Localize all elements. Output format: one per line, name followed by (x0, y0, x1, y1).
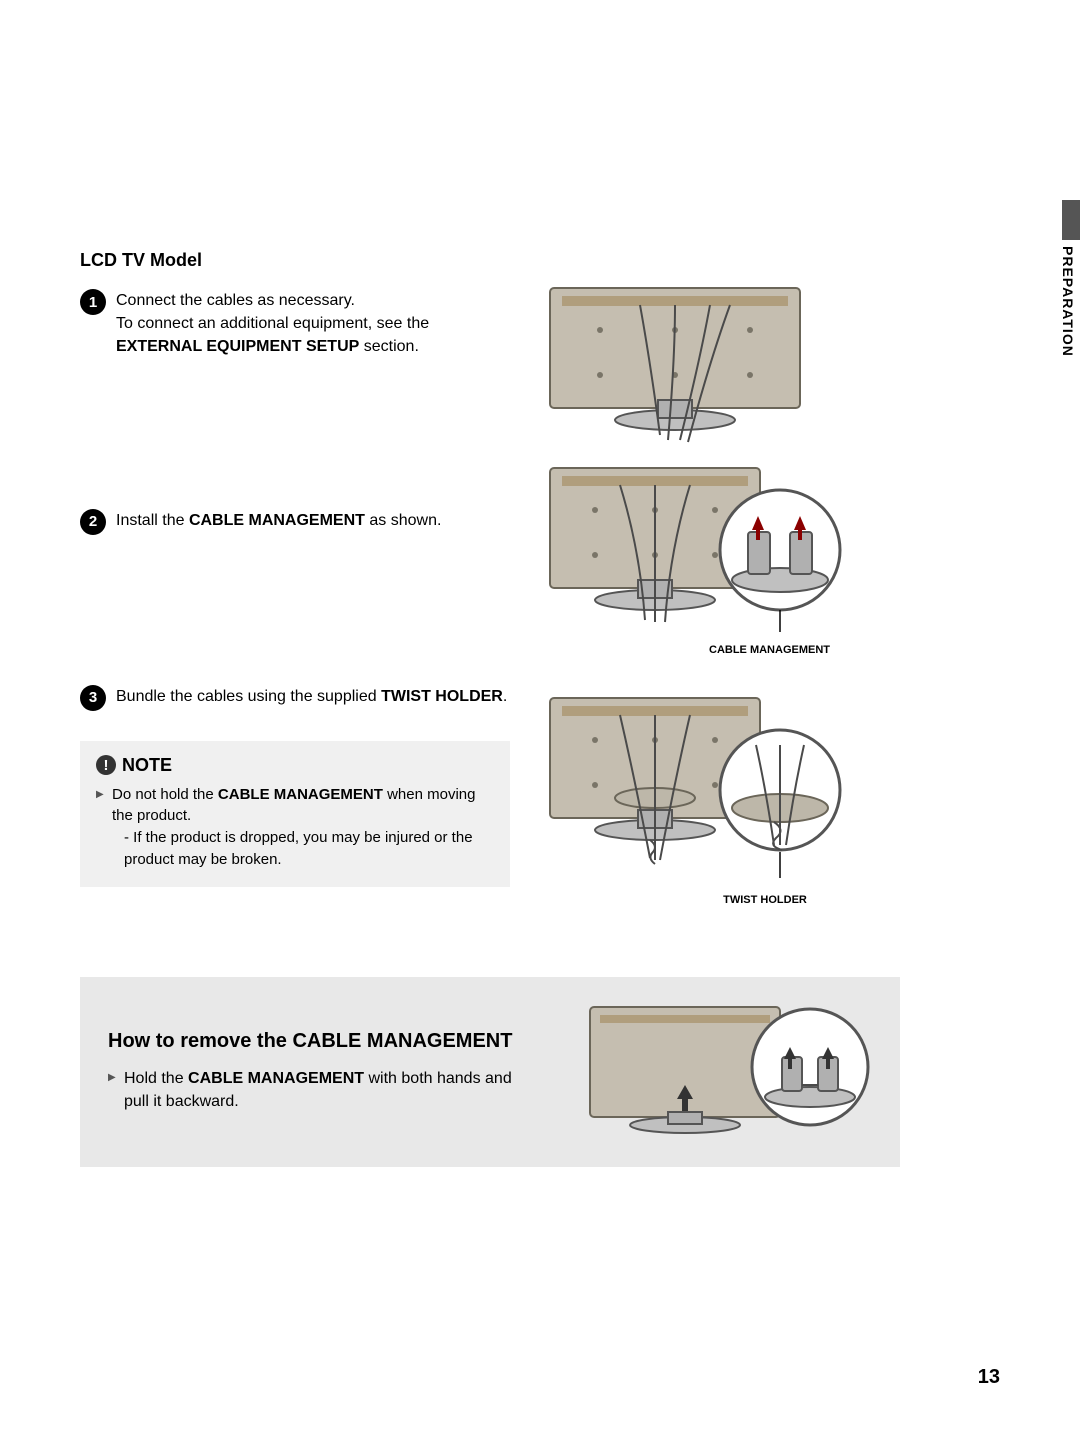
illustration-2: CABLE MANAGEMENT (540, 460, 850, 656)
step-1-line1: Connect the cables as necessary. (116, 292, 355, 309)
step-2-text: Install the CABLE MANAGEMENT as shown. (116, 509, 441, 532)
step-3-c: . (503, 688, 507, 705)
twist-holder-label: TWIST HOLDER (540, 894, 850, 906)
removal-illustration (580, 997, 880, 1147)
step-3-text: Bundle the cables using the supplied TWI… (116, 685, 507, 708)
section-tab: PREPARATION (1052, 200, 1080, 360)
step-1-line2a: To connect an additional equipment, see … (116, 315, 429, 332)
note-header: ! NOTE (96, 755, 494, 776)
step-3-bold: TWIST HOLDER (381, 688, 503, 705)
cable-management-label: CABLE MANAGEMENT (540, 644, 850, 656)
step-number-badge: 1 (80, 289, 106, 315)
step-number-badge: 2 (80, 509, 106, 535)
howto-bold: CABLE MANAGEMENT (188, 1070, 364, 1087)
howto-a: Hold the (124, 1070, 188, 1087)
page-number: 13 (978, 1366, 1000, 1389)
note-title: NOTE (122, 755, 172, 776)
step-1-line2c: section. (359, 338, 419, 355)
step-2-bold: CABLE MANAGEMENT (189, 512, 365, 529)
howto-title: How to remove the CABLE MANAGEMENT (108, 1030, 538, 1053)
step-1-bold: EXTERNAL EQUIPMENT SETUP (116, 338, 359, 355)
howto-box: How to remove the CABLE MANAGEMENT Hold … (80, 977, 900, 1167)
tab-marker (1062, 200, 1080, 240)
alert-icon: ! (96, 755, 116, 775)
step-2-a: Install the (116, 512, 189, 529)
step-number-badge: 3 (80, 685, 106, 711)
step-3: 3 Bundle the cables using the supplied T… (80, 685, 510, 711)
step-1-text: Connect the cables as necessary. To conn… (116, 289, 429, 359)
tv-back-cables-icon (540, 280, 810, 450)
tv-twist-holder-icon (540, 690, 850, 890)
note-a: Do not hold the (112, 786, 218, 803)
note-sub: - If the product is dropped, you may be … (96, 827, 494, 871)
note-bold: CABLE MANAGEMENT (218, 786, 383, 803)
step-2-c: as shown. (365, 512, 441, 529)
step-3-a: Bundle the cables using the supplied (116, 688, 381, 705)
tv-cable-management-icon (540, 460, 850, 640)
illustration-1 (540, 280, 810, 450)
illustration-3: TWIST HOLDER (540, 690, 850, 906)
note-box: ! NOTE Do not hold the CABLE MANAGEMENT … (80, 741, 510, 887)
section-label: PREPARATION (1060, 246, 1076, 357)
step-1: 1 Connect the cables as necessary. To co… (80, 289, 510, 359)
note-item: Do not hold the CABLE MANAGEMENT when mo… (96, 784, 494, 828)
howto-left: How to remove the CABLE MANAGEMENT Hold … (108, 1030, 538, 1113)
step-2: 2 Install the CABLE MANAGEMENT as shown. (80, 509, 510, 535)
howto-text: Hold the CABLE MANAGEMENT with both hand… (108, 1067, 538, 1113)
page-title: LCD TV Model (80, 250, 1000, 271)
